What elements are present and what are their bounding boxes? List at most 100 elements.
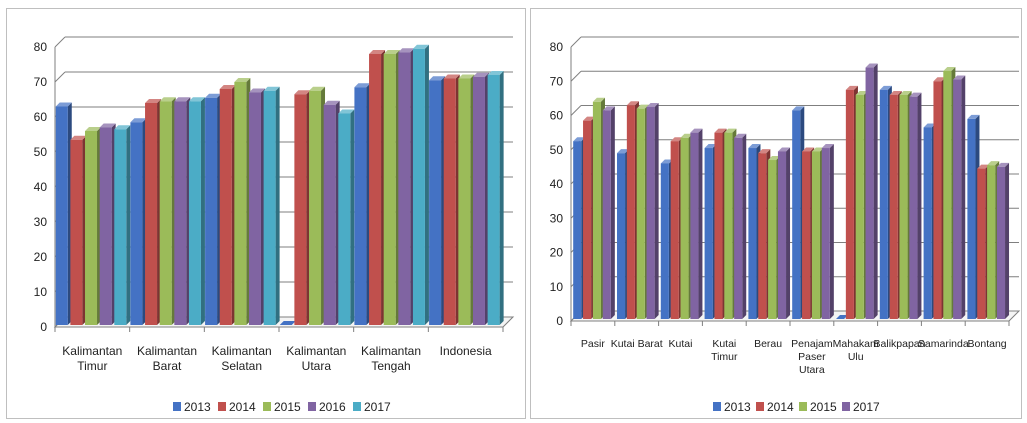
left-chart-bar-kalimantan-timur-2015 <box>85 127 102 325</box>
right-chart-x-label-balikpapan: Balikpapan <box>874 338 926 350</box>
right-chart-x-label-kutai-timur: Kutai Timur <box>711 338 738 363</box>
right-chart-y-tick-label: 30 <box>550 211 564 225</box>
right-chart-y-tick-label: 0 <box>556 314 563 328</box>
left-chart-y-tick-label: 30 <box>34 215 48 229</box>
left-chart-bar-kalimantan-barat-2015 <box>159 97 176 325</box>
left-chart-legend-swatch <box>173 402 181 411</box>
chart-panel-kalimantan: 0 10 20 30 40 50 60 70 80 Kalimantan Timur Kalimant… <box>6 8 526 419</box>
left-chart-bar-kalimantan-tengah-2015 <box>383 50 400 325</box>
right-chart-x-label-penajam-paser-utara: Penajam Paser Utara <box>791 338 833 376</box>
left-chart-bar-kalimantan-utara-2017 <box>338 109 355 325</box>
left-chart-bar-indonesia-2013 <box>429 76 446 325</box>
left-chart-y-tick-label: 70 <box>34 75 48 89</box>
left-chart-y-tick-label: 40 <box>34 180 48 194</box>
left-chart-bar-kalimantan-barat-2014 <box>145 99 162 325</box>
right-chart-legend-label: 2015 <box>810 400 837 414</box>
left-chart-legend-label: 2014 <box>229 400 256 414</box>
left-chart-bar-kalimantan-utara-2014 <box>294 90 311 325</box>
right-chart-bar-kutai-2017 <box>690 128 703 319</box>
left-chart-bar-kalimantan-timur-2016 <box>99 123 116 325</box>
right-chart-x-label-mahakam-ulu: Mahakam Ulu <box>833 338 879 363</box>
left-chart-bar-indonesia-2016 <box>472 72 489 325</box>
left-chart-legend-label: 2016 <box>319 400 346 414</box>
right-chart-legend-label: 2017 <box>853 400 880 414</box>
right-chart-bar-mahakam-ulu-2013 <box>835 315 849 319</box>
right-chart-bar-pasir-2017 <box>602 106 615 319</box>
left-chart-legend-label: 2013 <box>184 400 211 414</box>
left-chart-x-label-kalimantan-selatan: Kalimantan Selatan <box>212 344 272 373</box>
left-chart-legend-swatch <box>308 402 316 411</box>
right-chart-legend-item-2017: 2017 <box>842 400 880 414</box>
right-chart-x-label-samarinda: Samarinda <box>918 338 969 350</box>
left-chart-legend-swatch <box>263 402 271 411</box>
left-chart-bar-kalimantan-selatan-2014 <box>219 85 236 325</box>
left-chart-bar-kalimantan-barat-2013 <box>130 118 147 325</box>
left-chart-bar-kalimantan-tengah-2014 <box>369 50 386 325</box>
right-chart-legend-swatch <box>799 402 807 411</box>
left-chart-y-tick-label: 60 <box>34 110 48 124</box>
right-chart-bar-penajam-paser-utara-2017 <box>821 144 834 319</box>
right-chart-legend-item-2013: 2013 <box>713 400 751 414</box>
right-chart-legend-swatch <box>713 402 721 411</box>
right-chart-grid-diag <box>570 36 582 48</box>
left-chart-legend-item-2017: 2017 <box>353 400 391 414</box>
right-chart-bar-kutai-timur-2017 <box>734 133 747 319</box>
chart-east-kalimantan-regencies: 0 10 20 30 40 50 60 70 80 Pasir Kutai Barat Kutai Ku… <box>550 36 1021 414</box>
right-chart-legend-label: 2013 <box>724 400 751 414</box>
left-chart-legend-item-2014: 2014 <box>218 400 256 414</box>
left-chart-bar-indonesia-2015 <box>458 74 475 325</box>
right-chart-bar-kutai-barat-2017 <box>646 102 659 319</box>
left-chart-bar-kalimantan-timur-2014 <box>70 135 87 325</box>
left-chart-bar-kalimantan-timur-2013 <box>55 102 72 325</box>
left-chart-bar-kalimantan-selatan-2017 <box>263 86 280 325</box>
right-chart-y-tick-label: 10 <box>550 280 564 294</box>
right-chart-bar-balikpapan-2017 <box>909 92 922 319</box>
right-chart-legend: 2013 2014 2015 2017 <box>713 400 880 414</box>
left-chart-x-label-kalimantan-barat: Kalimantan Barat <box>137 344 197 373</box>
left-chart-legend: 2013 2014 2015 2016 2017 <box>173 400 391 414</box>
left-chart-y-tick-label: 50 <box>34 145 48 159</box>
left-chart-bar-kalimantan-utara-2013 <box>279 321 296 325</box>
right-chart-bar-bontang-2017 <box>996 162 1010 319</box>
left-chart-bar-indonesia-2014 <box>443 74 460 325</box>
right-chart-legend-label: 2014 <box>767 400 794 414</box>
left-chart-grid-diag <box>54 71 66 83</box>
left-chart-bar-indonesia-2017 <box>487 71 504 325</box>
right-chart-x-label-bontang: Bontang <box>968 338 1007 350</box>
right-chart-y-tick-label: 60 <box>550 109 564 123</box>
right-chart-legend-item-2015: 2015 <box>799 400 837 414</box>
right-chart-x-label-kutai-barat: Kutai Barat <box>611 338 663 350</box>
left-chart-bar-kalimantan-tengah-2013 <box>354 83 371 325</box>
left-chart-x-label-kalimantan-utara: Kalimantan Utara <box>286 344 346 373</box>
left-chart-bar-kalimantan-tengah-2017 <box>412 44 429 325</box>
right-chart-y-tick-label: 80 <box>550 40 564 54</box>
left-chart-bar-kalimantan-utara-2016 <box>323 100 340 325</box>
right-chart-y-tick-label: 70 <box>550 74 564 88</box>
left-chart-y-tick-label: 80 <box>34 40 48 54</box>
right-chart-x-label-pasir: Pasir <box>581 338 605 350</box>
left-chart-bar-kalimantan-selatan-2013 <box>205 93 222 325</box>
left-chart-x-label-indonesia: Indonesia <box>440 344 492 358</box>
left-chart-bar-kalimantan-barat-2017 <box>188 97 205 325</box>
right-chart-y-tick-label: 50 <box>550 143 564 157</box>
left-chart-legend-item-2016: 2016 <box>308 400 346 414</box>
right-chart-legend-item-2014: 2014 <box>756 400 794 414</box>
left-chart-legend-label: 2017 <box>364 400 391 414</box>
left-chart-x-label-kalimantan-tengah: Kalimantan Tengah <box>361 344 421 373</box>
right-chart-bar-berau-2017 <box>777 147 791 319</box>
left-chart-x-label-kalimantan-timur: Kalimantan Timur <box>62 344 122 373</box>
left-chart-legend-swatch <box>218 402 226 411</box>
right-chart-x-label-kutai: Kutai <box>669 338 693 350</box>
left-chart-y-tick-label: 0 <box>40 320 47 334</box>
left-chart-bar-kalimantan-barat-2016 <box>174 97 191 325</box>
right-chart-bar-samarinda-2017 <box>953 75 966 319</box>
left-chart-y-tick-label: 10 <box>34 285 48 299</box>
right-chart-y-tick-label: 20 <box>550 246 564 260</box>
left-chart-grid-diag <box>54 36 66 48</box>
right-chart-y-tick-label: 40 <box>550 177 564 191</box>
left-chart-bar-kalimantan-selatan-2015 <box>234 78 251 325</box>
left-chart-legend-item-2015: 2015 <box>263 400 301 414</box>
right-chart-x-label-berau: Berau <box>754 338 782 350</box>
right-chart-grid-diag <box>570 70 582 82</box>
chart-panel-east-kalimantan: 0 10 20 30 40 50 60 70 80 Pasir Kutai Barat Kutai Ku… <box>530 8 1022 419</box>
